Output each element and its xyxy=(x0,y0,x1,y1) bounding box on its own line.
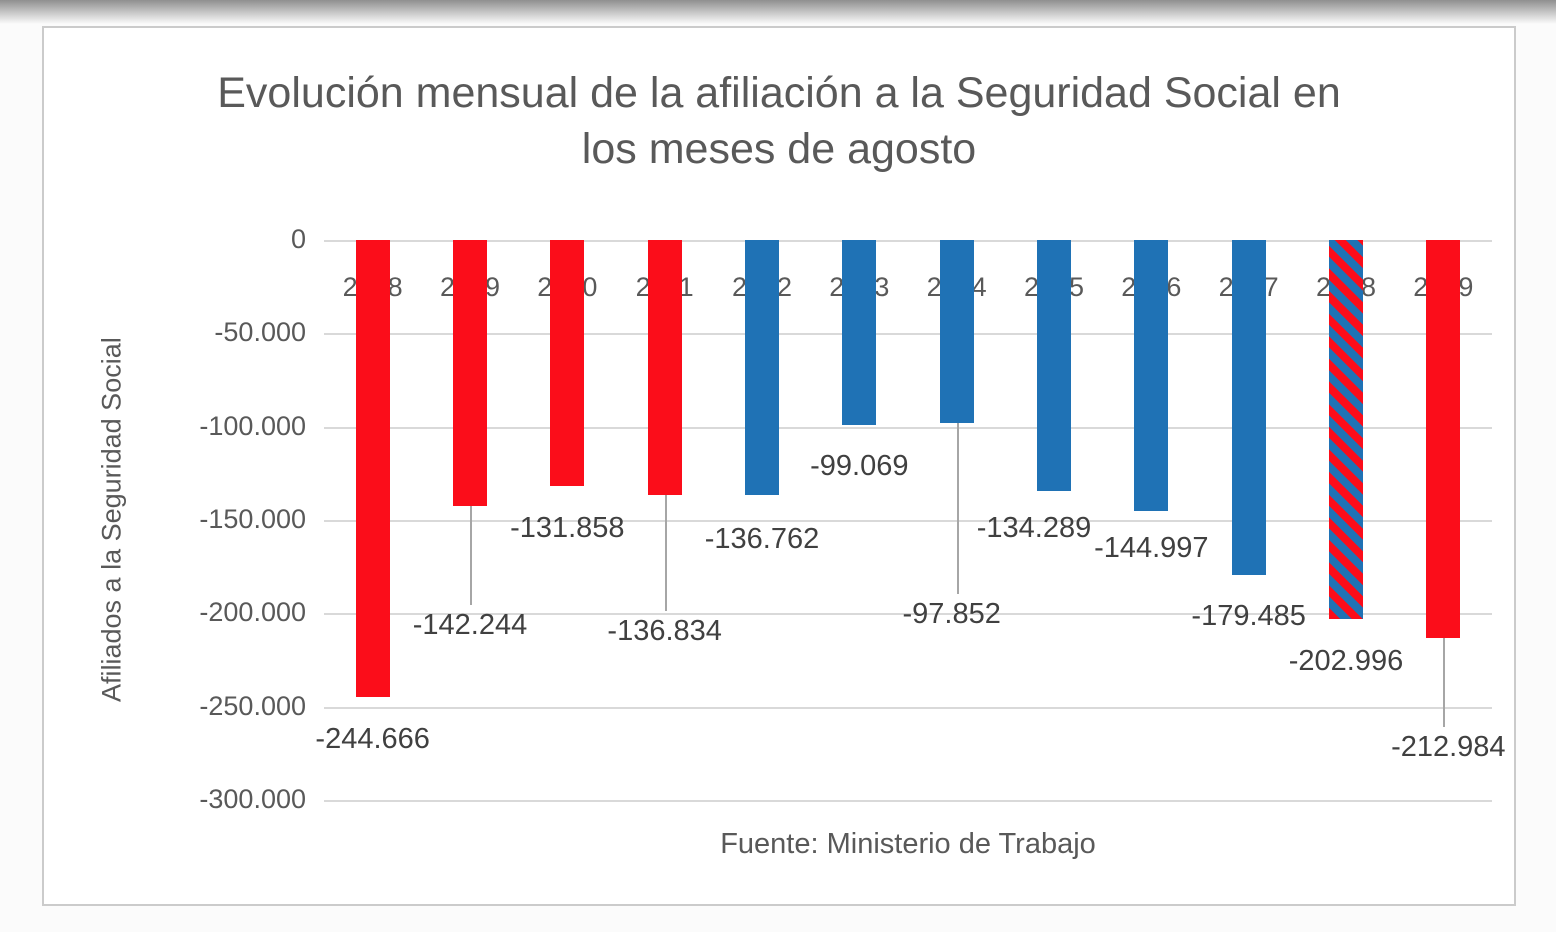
category-2008: 2008-244.666 xyxy=(315,240,430,800)
y-tick-label: -50.000 xyxy=(214,317,306,348)
gridline xyxy=(324,706,1492,709)
category-2012: 2012-136.762 xyxy=(705,240,819,800)
data-label-leader-line xyxy=(664,495,667,612)
category-2018: 2018-202.996 xyxy=(1289,240,1403,800)
bar-2010 xyxy=(550,240,585,487)
data-label-2010: -131.858 xyxy=(510,512,625,545)
chart-title: Evolución mensual de la afiliación a la … xyxy=(217,69,1341,173)
window-top-edge xyxy=(0,0,1556,24)
data-label-2018: -202.996 xyxy=(1288,644,1404,677)
bar-2016 xyxy=(1134,240,1169,511)
bar-2019 xyxy=(1426,240,1461,638)
y-tick-label: -250.000 xyxy=(199,690,306,721)
bar-2011 xyxy=(647,240,682,496)
bar-2009 xyxy=(452,240,487,506)
category-2009: 2009-142.244 xyxy=(413,240,527,800)
y-tick-label: 0 xyxy=(290,224,306,254)
category-2019: 2019-212.984 xyxy=(1391,240,1506,800)
category-2017: 2017-179.485 xyxy=(1191,240,1306,800)
data-label-leader-line xyxy=(956,422,959,594)
bar-2017 xyxy=(1231,240,1266,576)
category-2015: 2015-134.289 xyxy=(977,240,1102,800)
data-label-leader-line xyxy=(1443,637,1446,727)
data-label-2015: -134.289 xyxy=(976,511,1092,544)
y-tick-label: -300.000 xyxy=(199,784,306,814)
bar-2013 xyxy=(842,240,877,425)
chart-frame: Evolución mensual de la afiliación a la … xyxy=(42,26,1516,906)
data-label-2008: -244.666 xyxy=(315,722,430,755)
gridline xyxy=(324,426,1492,429)
category-2010: 2010-131.858 xyxy=(510,240,625,800)
category-2016: 2016-144.997 xyxy=(1094,240,1209,800)
data-label-2017: -179.485 xyxy=(1191,600,1306,633)
data-label-2016: -144.997 xyxy=(1094,531,1209,564)
category-2011: 2011-136.834 xyxy=(607,240,722,800)
data-label-2014: -97.852 xyxy=(902,597,1001,630)
gridline xyxy=(324,613,1492,616)
zero-line xyxy=(324,240,1492,242)
bar-2015 xyxy=(1036,240,1071,491)
gridline xyxy=(324,520,1492,522)
gridline xyxy=(324,800,1492,802)
plot-area: 2008-244.6662009-142.2442010-131.8582011… xyxy=(315,240,1506,802)
category-2013: 2013-99.069 xyxy=(810,240,909,800)
gridline xyxy=(324,333,1492,336)
category-2014: 2014-97.852 xyxy=(902,240,1005,800)
data-label-2013: -99.069 xyxy=(810,449,909,482)
y-tick-label: -150.000 xyxy=(199,504,306,534)
bar-2012 xyxy=(744,240,779,496)
data-label-2019: -212.984 xyxy=(1391,730,1506,763)
y-tick-label: -200.000 xyxy=(199,597,306,628)
data-label-leader-line xyxy=(469,505,472,605)
data-label-2009: -142.244 xyxy=(412,608,528,641)
y-axis-tick-labels: 0 -50.000 -100.000 -150.000 -200.000 -250.000… xyxy=(44,224,306,814)
bar-2014 xyxy=(939,240,974,423)
bar-2008 xyxy=(355,240,390,697)
data-label-2012: -136.762 xyxy=(704,523,820,556)
source-note: Fuente: Ministerio de Trabajo xyxy=(720,828,1096,860)
y-tick-label: -100.000 xyxy=(199,410,306,441)
data-label-2011: -136.834 xyxy=(607,615,722,648)
bar-2018 xyxy=(1328,240,1363,619)
